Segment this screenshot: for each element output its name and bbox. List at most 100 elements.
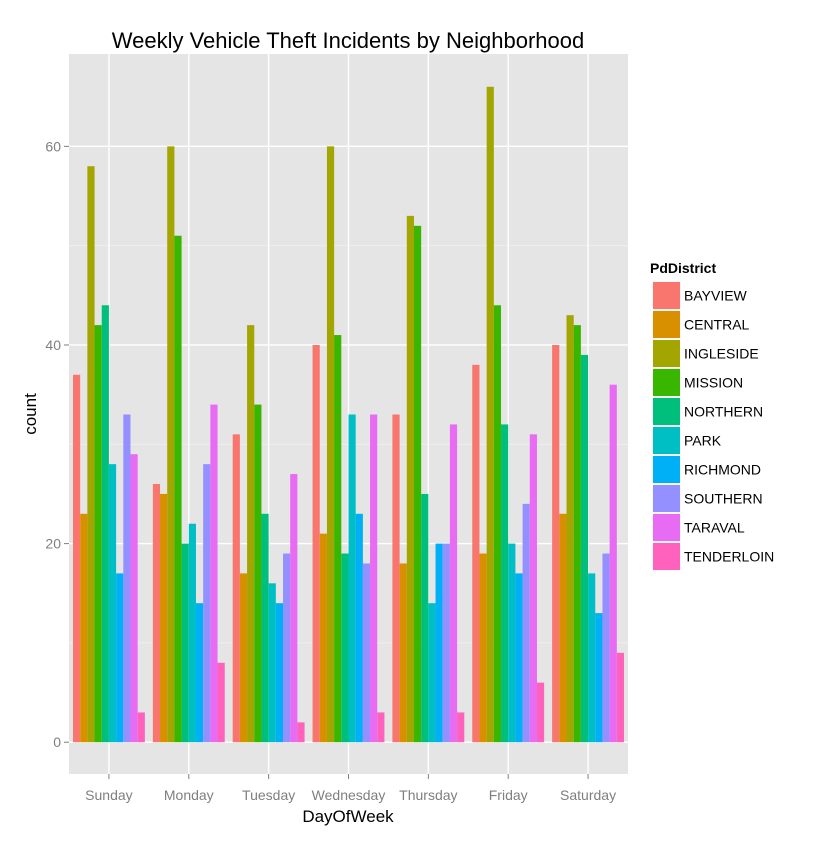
legend-label-southern: SOUTHERN [684,491,763,507]
legend-swatch-ingleside [653,340,680,367]
bar-central-monday [160,493,168,743]
bar-tenderloin-saturday [616,652,625,743]
chart-title: Weekly Vehicle Theft Incidents by Neighb… [112,28,584,53]
bar-richmond-friday [515,573,523,743]
bar-southern-wednesday [362,563,371,743]
bar-mission-friday [493,305,502,743]
x-tick-label-friday: Friday [489,787,528,803]
bar-central-thursday [399,563,407,743]
legend-swatch-mission [653,369,680,396]
legend: PdDistrict BAYVIEW CENTRAL INGLESIDE MISSIO… [650,260,774,572]
legend-items: BAYVIEW CENTRAL INGLESIDE MISSION NORTHERN PA… [651,280,774,572]
bar-ingleside-friday [486,86,494,743]
bar-tenderloin-wednesday [377,712,385,743]
bar-ingleside-tuesday [247,325,255,743]
legend-swatch-bayview [653,282,680,309]
legend-label-central: CENTRAL [684,317,750,333]
bar-tenderloin-tuesday [297,722,305,743]
bar-central-wednesday [319,533,327,743]
legend-label-richmond: RICHMOND [684,462,761,478]
bar-park-saturday [588,573,596,743]
legend-label-taraval: TARAVAL [684,520,745,536]
bar-tenderloin-monday [217,662,225,743]
bar-richmond-saturday [595,613,603,743]
legend-label-northern: NORTHERN [684,404,763,420]
bar-richmond-tuesday [275,603,284,743]
legend-swatch-tenderloin [653,543,680,570]
bar-tenderloin-thursday [457,712,465,743]
legend-swatch-northern [653,398,680,425]
y-axis-title: count [21,393,40,435]
bar-mission-monday [174,235,182,743]
bar-bayview-wednesday [312,344,320,743]
x-tick-label-saturday: Saturday [560,787,616,803]
y-tick-label: 60 [45,138,61,154]
legend-label-bayview: BAYVIEW [684,288,748,304]
bar-ingleside-sunday [87,166,95,743]
bar-park-thursday [428,603,436,743]
bar-taraval-thursday [449,424,458,743]
bar-northern-wednesday [341,553,349,743]
bar-central-sunday [80,513,88,743]
x-tick-label-tuesday: Tuesday [242,787,295,803]
axis-layer: 0 20 40 60 Sunday Monday Tuesday Wednesday Thurs… [45,138,616,803]
bar-central-tuesday [239,573,248,743]
bar-central-friday [479,553,487,743]
y-tick-label: 40 [45,337,61,353]
bar-richmond-wednesday [355,513,363,743]
bar-northern-tuesday [261,513,269,743]
bar-richmond-thursday [435,543,443,743]
bar-taraval-wednesday [370,414,378,743]
bar-ingleside-saturday [566,315,574,743]
x-tick-label-sunday: Sunday [85,787,132,803]
bar-park-sunday [108,464,117,743]
legend-swatch-park [653,427,680,454]
bar-southern-saturday [602,553,610,743]
bar-bayview-tuesday [232,434,240,743]
bar-bayview-monday [152,484,161,743]
bar-bayview-friday [472,364,480,743]
bar-park-wednesday [348,414,356,743]
x-axis-title: DayOfWeek [302,807,394,826]
x-tick-label-wednesday: Wednesday [312,787,386,803]
bar-taraval-tuesday [290,474,298,743]
bar-southern-monday [203,464,211,743]
legend-label-mission: MISSION [684,375,743,391]
bar-taraval-monday [210,404,218,743]
bar-tenderloin-sunday [137,712,145,743]
bar-ingleside-monday [167,146,175,743]
legend-label-ingleside: INGLESIDE [684,346,759,362]
bar-taraval-saturday [609,384,617,743]
bar-ingleside-thursday [406,215,414,743]
bar-mission-wednesday [334,335,342,743]
bar-park-tuesday [268,583,276,743]
legend-title: PdDistrict [650,260,716,276]
bar-richmond-monday [195,603,204,743]
y-tick-label: 20 [45,536,61,552]
legend-label-tenderloin: TENDERLOIN [684,549,774,565]
bar-northern-monday [181,543,189,743]
legend-swatch-richmond [653,456,680,483]
legend-swatch-southern [653,485,680,512]
bar-southern-friday [522,503,530,743]
x-tick-label-thursday: Thursday [399,787,457,803]
bar-northern-thursday [421,493,429,743]
legend-swatch-taraval [653,514,680,541]
bar-southern-tuesday [283,553,291,743]
bar-tenderloin-friday [536,682,545,743]
bar-southern-sunday [123,414,131,743]
bar-ingleside-wednesday [326,146,335,743]
bar-northern-sunday [101,305,109,743]
bar-mission-thursday [413,225,422,743]
bar-mission-tuesday [254,404,262,743]
bar-bayview-thursday [392,414,400,743]
bars-layer [72,86,625,743]
bar-taraval-friday [529,434,537,743]
bar-northern-saturday [580,354,589,743]
bar-mission-saturday [573,325,581,743]
bar-richmond-sunday [116,573,124,743]
bar-mission-sunday [94,325,102,743]
x-tick-label-monday: Monday [164,787,214,803]
